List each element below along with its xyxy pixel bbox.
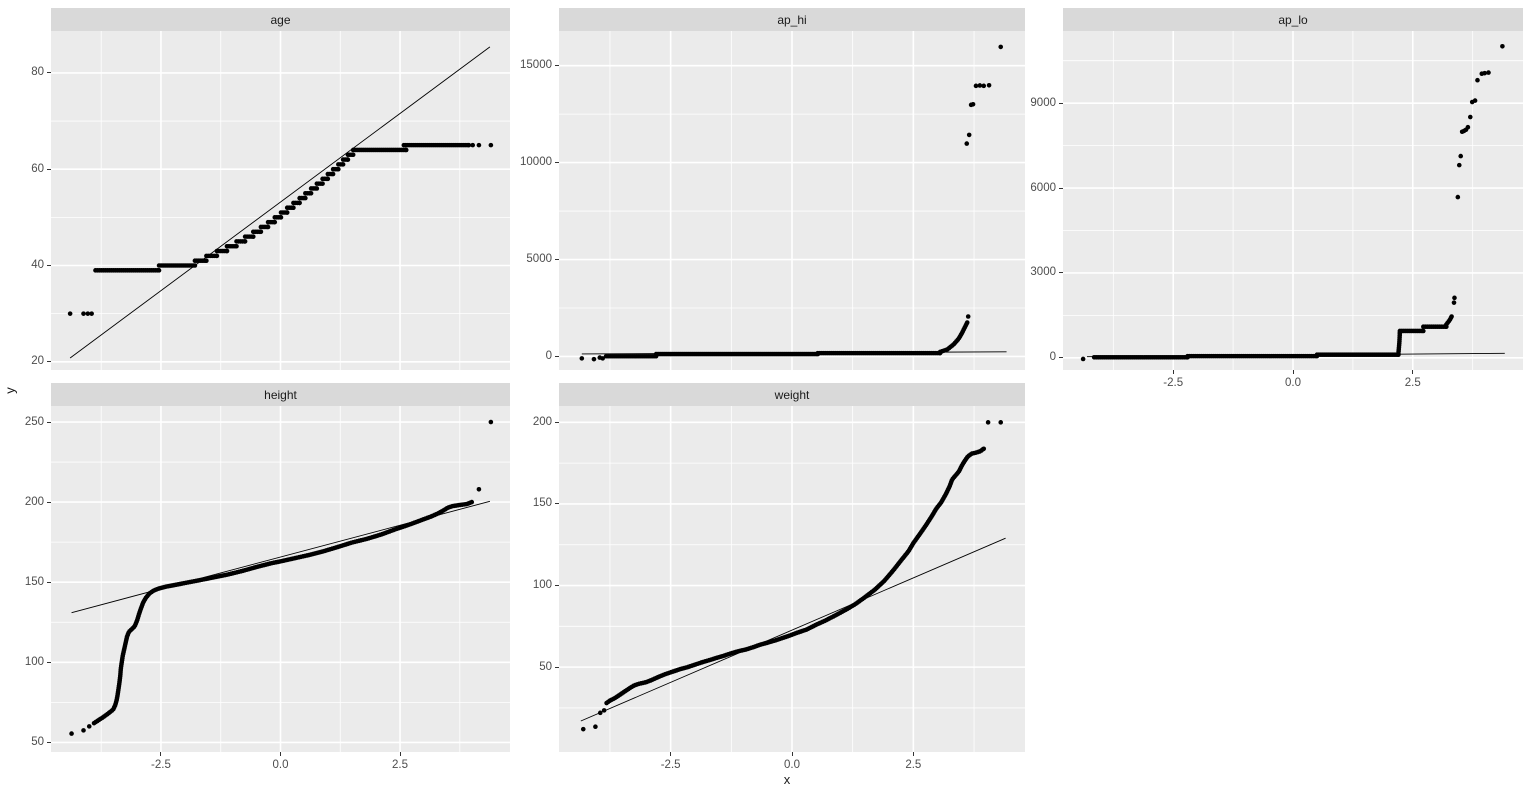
y-tick-mark [47, 501, 51, 503]
x-tick-label: 0.0 [1285, 377, 1301, 389]
y-tick-label: 150 [24, 575, 44, 588]
y-tick-mark [1059, 102, 1063, 104]
y-tick-label: 20 [31, 355, 44, 368]
x-tick-mark [1172, 370, 1174, 374]
facet-panel-weight [559, 406, 1025, 752]
y-tick-mark [555, 65, 559, 67]
y-tick-label: 15000 [520, 59, 552, 72]
y-tick-label: 10000 [520, 156, 552, 169]
y-tick-label: 200 [24, 495, 44, 508]
y-tick-label: 50 [31, 735, 44, 748]
x-tick-label: 2.5 [905, 759, 922, 771]
y-tick-label: 250 [24, 415, 44, 428]
y-tick-label: 150 [532, 497, 552, 510]
x-tick-label: 2.5 [1404, 377, 1421, 389]
y-tick-mark [47, 661, 51, 663]
x-tick-mark [912, 752, 914, 756]
facet-panel-age [51, 31, 510, 370]
x-tick-mark [160, 752, 162, 756]
x-tick-label: -2.5 [151, 759, 171, 771]
y-tick-label: 60 [31, 162, 44, 175]
y-tick-label: 5000 [526, 253, 552, 266]
y-tick-label: 0 [1049, 351, 1056, 364]
y-tick-label: 0 [545, 349, 552, 362]
facet-strip-weight: weight [559, 383, 1025, 406]
facet-title-weight: weight [774, 387, 810, 402]
y-tick-label: 80 [31, 66, 44, 79]
y-tick-mark [47, 421, 51, 423]
x-tick-mark [1292, 370, 1294, 374]
y-tick-label: 40 [31, 259, 44, 271]
y-axis-title: y [2, 387, 18, 394]
y-tick-mark [1059, 272, 1063, 274]
y-tick-label: 3000 [1030, 266, 1056, 279]
y-tick-mark [47, 741, 51, 743]
x-tick-mark [399, 752, 401, 756]
y-tick-label: 6000 [1030, 181, 1056, 194]
y-tick-label: 50 [539, 660, 552, 673]
facet-strip-ap_hi: ap_hi [559, 8, 1025, 31]
y-tick-label: 9000 [1030, 96, 1056, 109]
x-tick-label: -2.5 [1163, 377, 1184, 389]
x-tick-label: -2.5 [660, 759, 681, 771]
y-tick-mark [47, 265, 51, 266]
y-tick-mark [555, 162, 559, 164]
x-axis-title: x [783, 772, 791, 787]
facet-panel-ap_lo [1063, 31, 1523, 370]
y-tick-mark [1059, 357, 1063, 359]
facet-title-ap_hi: ap_hi [777, 12, 807, 27]
y-tick-mark [47, 361, 51, 363]
facet-panel-height [51, 406, 510, 752]
y-tick-label: 100 [532, 579, 552, 592]
y-tick-label: 100 [24, 655, 44, 668]
y-tick-mark [555, 355, 559, 357]
x-tick-mark [1412, 370, 1414, 374]
x-tick-label: 0.0 [784, 759, 800, 771]
facet-title-age: age [270, 12, 291, 27]
facet-title-height: height [264, 387, 297, 402]
facet-strip-age: age [51, 8, 510, 31]
x-tick-mark [791, 752, 793, 756]
y-tick-mark [555, 585, 559, 587]
facet-strip-height: height [51, 383, 510, 406]
facet-title-ap_lo: ap_lo [1278, 12, 1308, 27]
y-tick-mark [47, 168, 51, 170]
y-tick-mark [555, 421, 559, 423]
y-tick-mark [47, 72, 51, 74]
x-tick-mark [280, 752, 281, 756]
facet-strip-ap_lo: ap_lo [1063, 8, 1523, 31]
y-tick-mark [1059, 187, 1063, 189]
y-tick-mark [555, 259, 559, 261]
x-tick-label: 0.0 [272, 759, 289, 771]
y-tick-mark [47, 581, 51, 583]
x-tick-label: 2.5 [392, 759, 409, 771]
y-tick-mark [555, 666, 559, 668]
y-tick-label: 200 [532, 415, 552, 428]
facet-panel-ap_hi [559, 31, 1025, 370]
y-tick-mark [555, 503, 559, 505]
x-tick-mark [670, 752, 672, 756]
